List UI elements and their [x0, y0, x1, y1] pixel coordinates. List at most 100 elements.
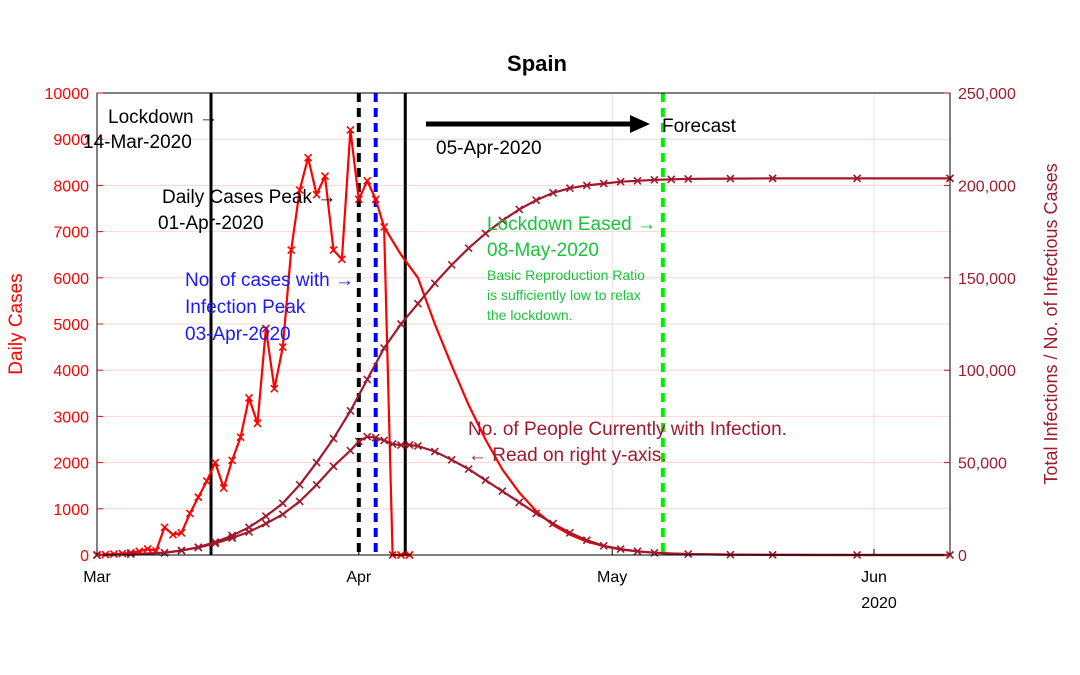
data-point-no-of-people-currently-with-infection: [371, 433, 380, 442]
data-point-daily-cases-observed: [160, 523, 169, 532]
y-left-tick-label: 10000: [45, 86, 90, 103]
data-point-total-infections: [329, 434, 338, 443]
data-point-total-infections: [261, 512, 270, 521]
y-left-tick-label: 0: [80, 548, 89, 565]
annotation-infection-peak-label-2: Infection Peak: [185, 297, 306, 318]
y-right-tick-label: 150,000: [958, 271, 1016, 288]
right-axis: 0 50,000 100,000 150,000 200,000 250,000: [944, 86, 1016, 565]
data-point-daily-cases-observed: [177, 528, 186, 537]
marker-stroke: [650, 175, 659, 184]
marker-stroke: [430, 447, 439, 456]
data-point-no-of-people-currently-with-infection: [405, 440, 414, 450]
x-tick-label: Apr: [346, 569, 372, 586]
data-point-daily-cases-observed: [346, 125, 355, 135]
marker-stroke: [363, 375, 372, 384]
marker-stroke: [667, 175, 676, 184]
marker-stroke: [371, 195, 380, 204]
marker-stroke: [312, 480, 321, 489]
data-point-daily-cases-observed: [211, 458, 220, 467]
data-point-daily-cases-observed: [354, 195, 363, 204]
marker-stroke: [396, 440, 406, 450]
marker-stroke: [329, 246, 338, 255]
marker-stroke: [565, 184, 575, 193]
data-point-total-infections: [599, 179, 608, 188]
data-point-no-of-people-currently-with-infection: [388, 440, 397, 449]
marker-stroke: [532, 196, 541, 205]
annotation-eased-label: Lockdown Eased →: [487, 214, 656, 235]
marker-stroke: [481, 476, 490, 485]
marker-stroke: [202, 477, 211, 486]
marker-stroke: [380, 436, 389, 445]
marker-stroke: [582, 181, 591, 190]
marker-stroke: [599, 179, 608, 188]
data-point-no-of-people-currently-with-infection: [228, 533, 237, 543]
vertical-markers: [209, 93, 665, 555]
marker-stroke: [548, 188, 558, 197]
data-point-total-infections: [548, 188, 558, 197]
data-point-total-infections: [312, 458, 321, 467]
marker-stroke: [447, 455, 456, 464]
data-point-daily-cases-observed: [363, 176, 372, 185]
marker-stroke: [143, 544, 152, 554]
marker-stroke: [185, 509, 194, 518]
marker-stroke: [532, 509, 541, 518]
data-point-no-of-people-currently-with-infection: [515, 498, 524, 507]
marker-stroke: [363, 176, 372, 185]
y-left-tick-label: 1000: [53, 502, 89, 519]
data-point-total-infections: [447, 260, 456, 269]
data-point-no-of-people-currently-with-infection: [616, 545, 625, 554]
marker-stroke: [261, 519, 270, 528]
marker-stroke: [295, 497, 304, 506]
marker-stroke: [261, 512, 270, 521]
annotation-forecast-date: 05-Apr-2020: [436, 138, 542, 159]
marker-stroke: [481, 229, 490, 238]
marker-stroke: [498, 487, 507, 496]
marker-stroke: [211, 458, 220, 467]
marker-stroke: [312, 458, 321, 467]
data-point-daily-cases-observed: [168, 530, 178, 539]
y-right-tick-label: 0: [958, 548, 967, 565]
marker-stroke: [261, 324, 270, 333]
data-point-daily-cases-observed: [228, 456, 237, 465]
marker-stroke: [244, 527, 254, 536]
marker-stroke: [354, 437, 363, 446]
forecast-arrow: [426, 115, 650, 133]
data-point-daily-cases-observed: [371, 195, 380, 204]
data-point-daily-cases-observed: [278, 343, 287, 352]
data-point-total-infections: [616, 177, 625, 186]
marker-stroke: [329, 462, 338, 471]
data-point-daily-cases-observed: [304, 153, 313, 162]
data-point-no-of-people-currently-with-infection: [354, 437, 363, 446]
marker-stroke: [194, 493, 203, 502]
marker-stroke: [126, 550, 135, 559]
data-point-no-of-people-currently-with-infection: [244, 527, 254, 536]
marker-stroke: [287, 246, 296, 255]
y-left-tick-label: 4000: [53, 363, 89, 380]
y-left-tick-label: 9000: [53, 132, 89, 149]
marker-stroke: [346, 406, 355, 415]
y-right-tick-label: 100,000: [958, 363, 1016, 380]
marker-stroke: [228, 533, 237, 543]
annotation-eased-date: 08-May-2020: [487, 240, 599, 261]
data-point-total-infections: [498, 216, 507, 225]
data-point-no-of-people-currently-with-infection: [684, 550, 693, 559]
marker-stroke: [371, 433, 380, 442]
marker-stroke: [228, 456, 237, 465]
data-point-daily-cases-observed: [253, 419, 262, 428]
y-left-tick-label: 5000: [53, 317, 89, 334]
marker-stroke: [633, 176, 642, 185]
data-point-no-of-people-currently-with-infection: [295, 497, 304, 506]
data-point-no-of-people-currently-with-infection: [633, 547, 642, 556]
annotation-current-infection-label: No. of People Currently with Infection.: [468, 419, 787, 440]
data-point-daily-cases-observed: [287, 246, 296, 255]
data-point-no-of-people-currently-with-infection: [261, 519, 270, 528]
data-point-daily-cases-observed: [202, 477, 211, 486]
data-point-total-infections: [413, 299, 422, 308]
data-point-no-of-people-currently-with-infection: [481, 476, 490, 485]
marker-stroke: [320, 172, 330, 181]
data-point-daily-cases-observed: [236, 433, 245, 442]
data-point-daily-cases-observed: [320, 172, 330, 181]
data-point-daily-cases-observed: [312, 190, 321, 199]
data-point-total-infections: [346, 406, 355, 415]
data-point-no-of-people-currently-with-infection: [346, 446, 355, 455]
